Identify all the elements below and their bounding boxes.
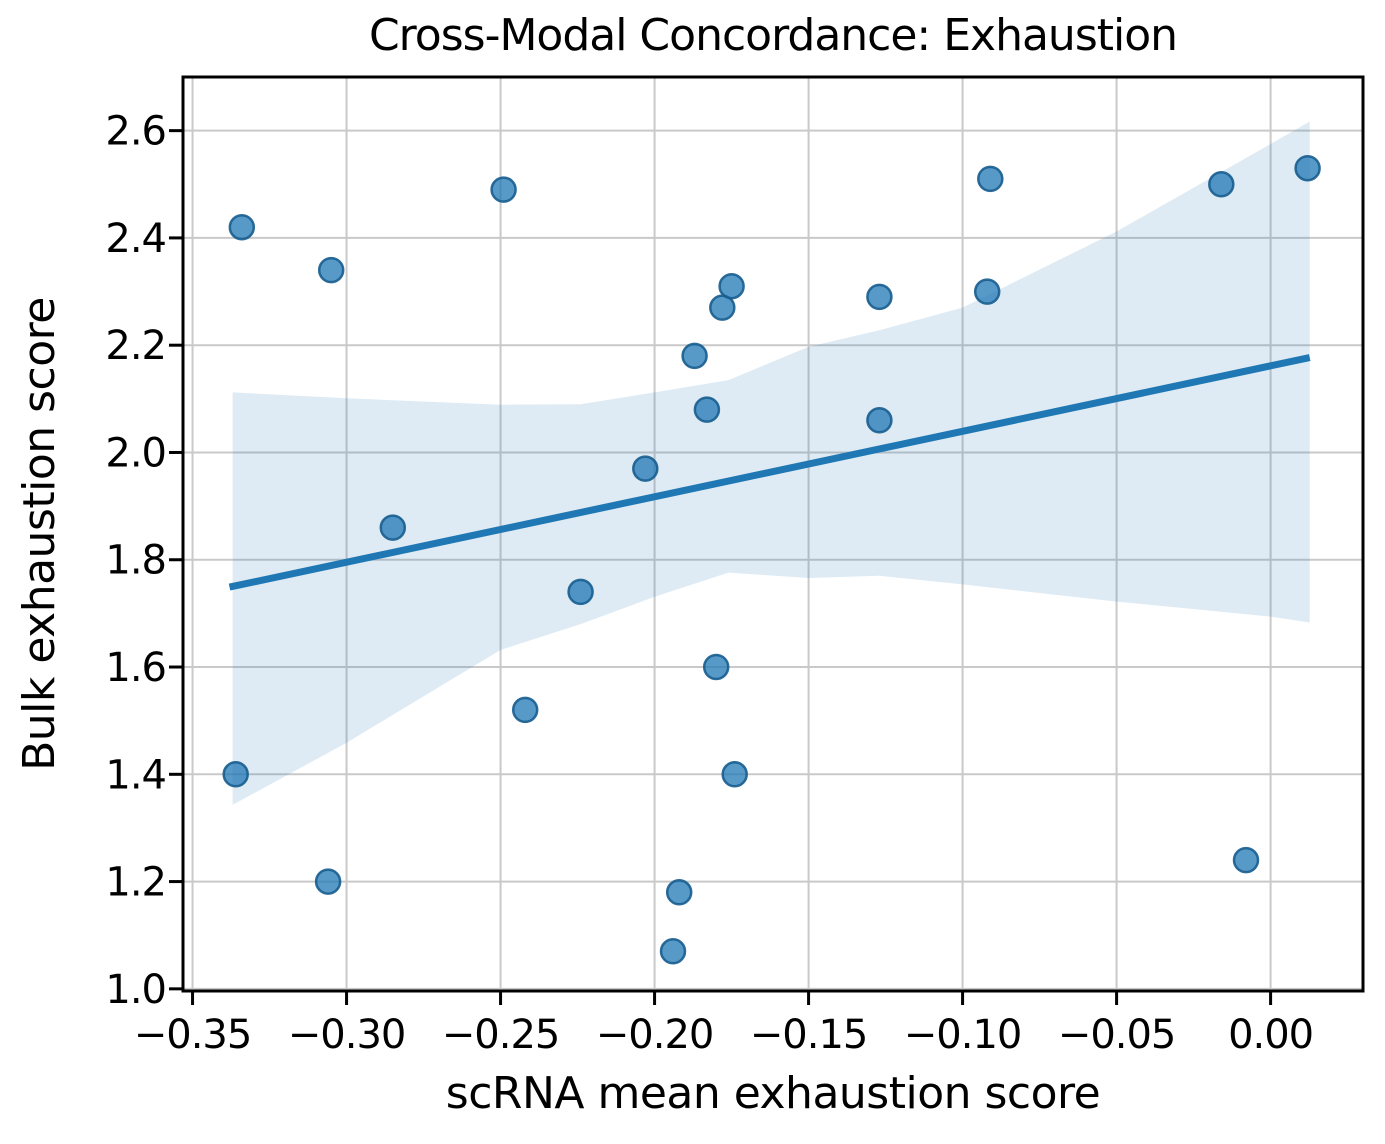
y-tick-label: 1.6 xyxy=(105,645,166,691)
gridlines xyxy=(184,78,1362,990)
scatter-points xyxy=(222,154,1321,965)
scatter-point xyxy=(866,283,893,311)
x-tick-label: −0.25 xyxy=(442,1012,560,1058)
scatter-point xyxy=(659,938,687,965)
scatter-point xyxy=(1208,171,1235,198)
scatter-point xyxy=(866,407,893,434)
x-tick-label: −0.30 xyxy=(288,1012,406,1058)
scatter-point xyxy=(718,272,745,300)
scatter-point xyxy=(693,396,721,423)
scatter-point xyxy=(1294,154,1321,182)
tick-marks xyxy=(169,129,1273,1005)
axes-spines xyxy=(181,75,1365,993)
scatter-point xyxy=(314,868,342,895)
x-tick-label: −0.15 xyxy=(750,1012,868,1058)
scatter-point xyxy=(379,514,407,541)
y-tick-label: 1.2 xyxy=(105,860,166,906)
scatter-point xyxy=(977,165,1004,193)
scatter-point xyxy=(317,256,345,284)
y-tick-label: 2.4 xyxy=(105,216,166,262)
x-tick-labels: −0.35 −0.30 −0.25 −0.20 −0.15 −0.10 −0.05 0.00 xyxy=(134,1012,1314,1058)
scatter-point xyxy=(681,342,708,370)
scatter-point xyxy=(1232,846,1260,874)
scatter-point xyxy=(511,696,539,724)
scatter-point xyxy=(665,879,693,906)
y-tick-label: 2.0 xyxy=(105,430,166,476)
y-tick-labels: 1.0 1.2 1.4 1.6 1.8 2.0 2.2 2.4 2.6 xyxy=(105,109,167,1013)
scatter-point xyxy=(721,761,748,788)
chart-title: Cross-Modal Concordance: Exhaustion xyxy=(368,10,1178,61)
confidence-band xyxy=(232,121,1310,805)
regression-line xyxy=(228,354,1311,591)
x-tick-label: −0.05 xyxy=(1058,1012,1176,1058)
x-tick-label: −0.10 xyxy=(904,1012,1022,1058)
x-tick-label: −0.35 xyxy=(134,1012,252,1058)
y-tick-label: 1.4 xyxy=(105,752,166,798)
scatter-point xyxy=(567,578,594,606)
x-tick-label: 0.00 xyxy=(1228,1012,1313,1058)
scatter-point xyxy=(490,176,517,203)
x-axis-label: scRNA mean exhaustion score xyxy=(445,1068,1101,1119)
confidence-band-shape xyxy=(232,121,1310,805)
y-tick-label: 1.8 xyxy=(105,538,166,584)
scatter-point xyxy=(702,653,730,681)
scatter-point xyxy=(632,455,659,482)
scatter-point xyxy=(973,278,1001,305)
regression-line-segment xyxy=(228,354,1311,591)
x-tick-label: −0.20 xyxy=(596,1012,714,1058)
scatter-point xyxy=(222,761,249,788)
spine-box xyxy=(181,75,1365,993)
y-tick-label: 1.0 xyxy=(105,967,166,1013)
y-tick-label: 2.2 xyxy=(105,323,166,369)
scatter-point xyxy=(228,213,256,241)
y-tick-label: 2.6 xyxy=(105,109,166,155)
